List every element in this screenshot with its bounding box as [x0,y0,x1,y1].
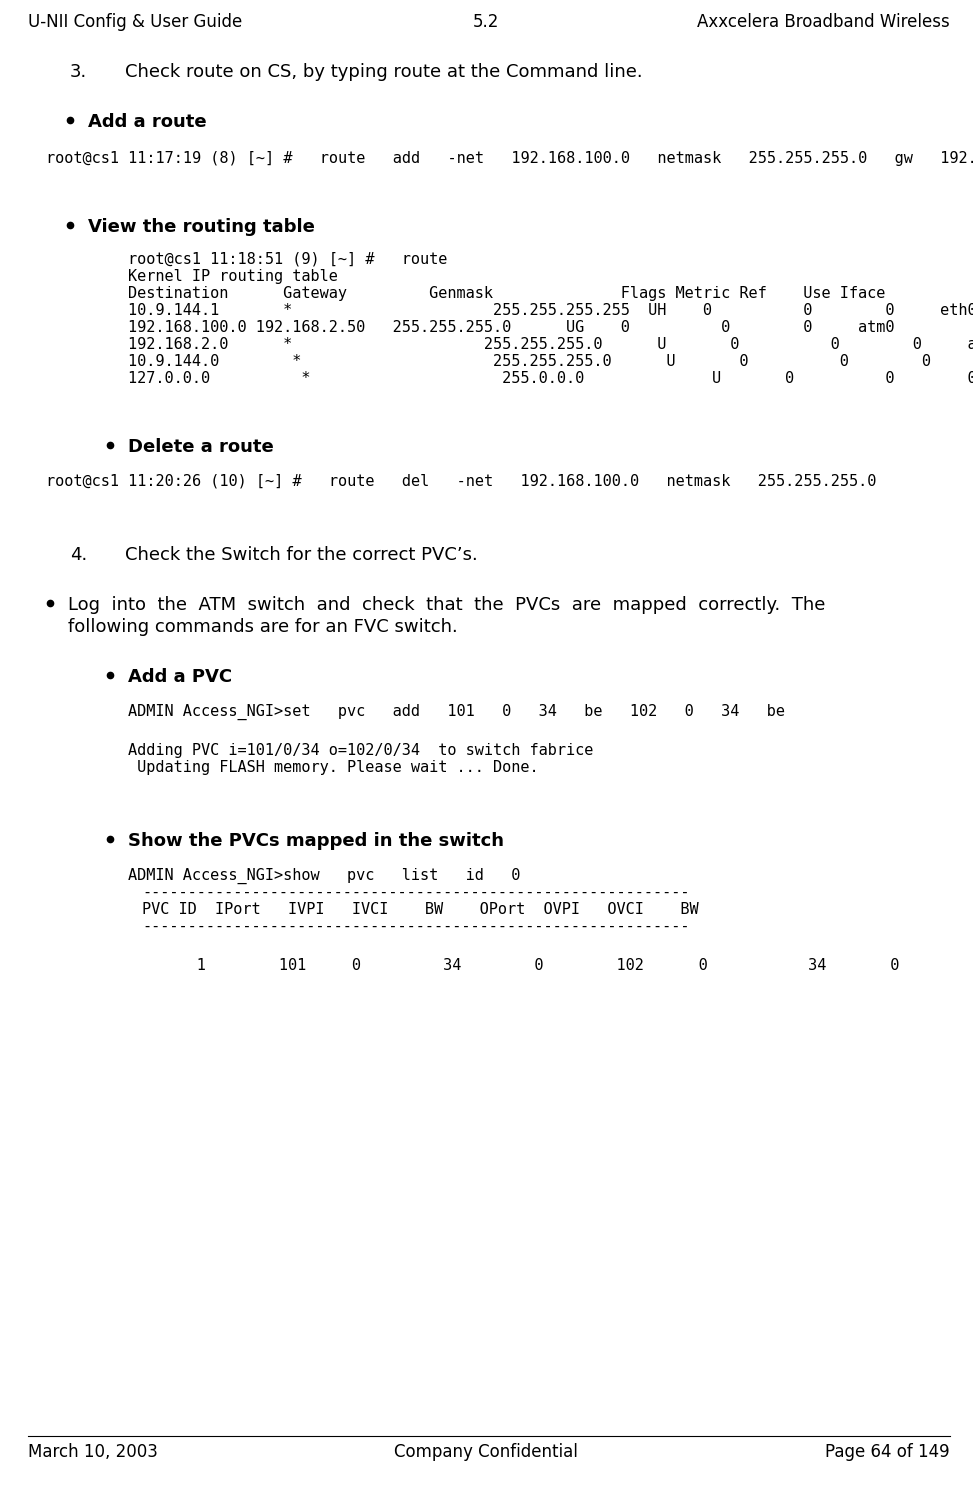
Text: Adding PVC i=101/0/34 o=102/0/34  to switch fabrice: Adding PVC i=101/0/34 o=102/0/34 to swit… [128,744,594,758]
Text: root@cs1 11:17:19 (8) [~] #   route   add   -net   192.168.100.0   netmask   255: root@cs1 11:17:19 (8) [~] # route add -n… [46,151,973,166]
Text: ADMIN Access_NGI>set   pvc   add   101   0   34   be   102   0   34   be: ADMIN Access_NGI>set pvc add 101 0 34 be… [128,705,785,720]
Text: Log  into  the  ATM  switch  and  check  that  the  PVCs  are  mapped  correctly: Log into the ATM switch and check that t… [68,596,825,614]
Text: Page 64 of 149: Page 64 of 149 [825,1444,950,1462]
Text: following commands are for an FVC switch.: following commands are for an FVC switch… [68,618,457,636]
Text: 10.9.144.1       *                      255.255.255.255  UH    0          0     : 10.9.144.1 * 255.255.255.255 UH 0 0 [128,303,973,318]
Text: 192.168.100.0 192.168.2.50   255.255.255.0      UG    0          0        0     : 192.168.100.0 192.168.2.50 255.255.255.0… [128,320,894,334]
Text: Company Confidential: Company Confidential [394,1444,578,1462]
Text: ------------------------------------------------------------: ----------------------------------------… [142,920,690,935]
Text: Add a route: Add a route [88,113,206,131]
Text: Kernel IP routing table: Kernel IP routing table [128,269,338,284]
Text: March 10, 2003: March 10, 2003 [28,1444,158,1462]
Text: Delete a route: Delete a route [128,437,273,455]
Text: Destination      Gateway         Genmask              Flags Metric Ref    Use If: Destination Gateway Genmask Flags Metric… [128,287,885,302]
Text: Check route on CS, by typing route at the Command line.: Check route on CS, by typing route at th… [125,63,642,81]
Text: U-NII Config & User Guide: U-NII Config & User Guide [28,13,242,31]
Text: Add a PVC: Add a PVC [128,667,233,685]
Text: Check the Switch for the correct PVC’s.: Check the Switch for the correct PVC’s. [125,546,478,564]
Text: ADMIN Access_NGI>show   pvc   list   id   0: ADMIN Access_NGI>show pvc list id 0 [128,867,521,884]
Text: Updating FLASH memory. Please wait ... Done.: Updating FLASH memory. Please wait ... D… [128,760,539,775]
Text: Show the PVCs mapped in the switch: Show the PVCs mapped in the switch [128,832,504,850]
Text: 3.: 3. [70,63,88,81]
Text: 1        101     0         34        0        102      0           34       0: 1 101 0 34 0 102 0 34 0 [142,959,899,973]
Text: 4.: 4. [70,546,88,564]
Text: View the routing table: View the routing table [88,218,315,236]
Text: 127.0.0.0          *                     255.0.0.0              U       0       : 127.0.0.0 * 255.0.0.0 U 0 [128,370,973,387]
Text: 192.168.2.0      *                     255.255.255.0      U       0          0  : 192.168.2.0 * 255.255.255.0 U 0 0 [128,337,973,352]
Text: root@cs1 11:20:26 (10) [~] #   route   del   -net   192.168.100.0   netmask   25: root@cs1 11:20:26 (10) [~] # route del -… [46,473,877,490]
Text: PVC ID  IPort   IVPI   IVCI    BW    OPort  OVPI   OVCI    BW: PVC ID IPort IVPI IVCI BW OPort OVPI OVC… [142,902,699,917]
Text: 10.9.144.0        *                     255.255.255.0      U       0          0 : 10.9.144.0 * 255.255.255.0 U 0 0 [128,354,973,369]
Text: Axxcelera Broadband Wireless: Axxcelera Broadband Wireless [698,13,950,31]
Text: root@cs1 11:18:51 (9) [~] #   route: root@cs1 11:18:51 (9) [~] # route [128,252,448,267]
Text: ------------------------------------------------------------: ----------------------------------------… [142,885,690,900]
Text: 5.2: 5.2 [473,13,499,31]
